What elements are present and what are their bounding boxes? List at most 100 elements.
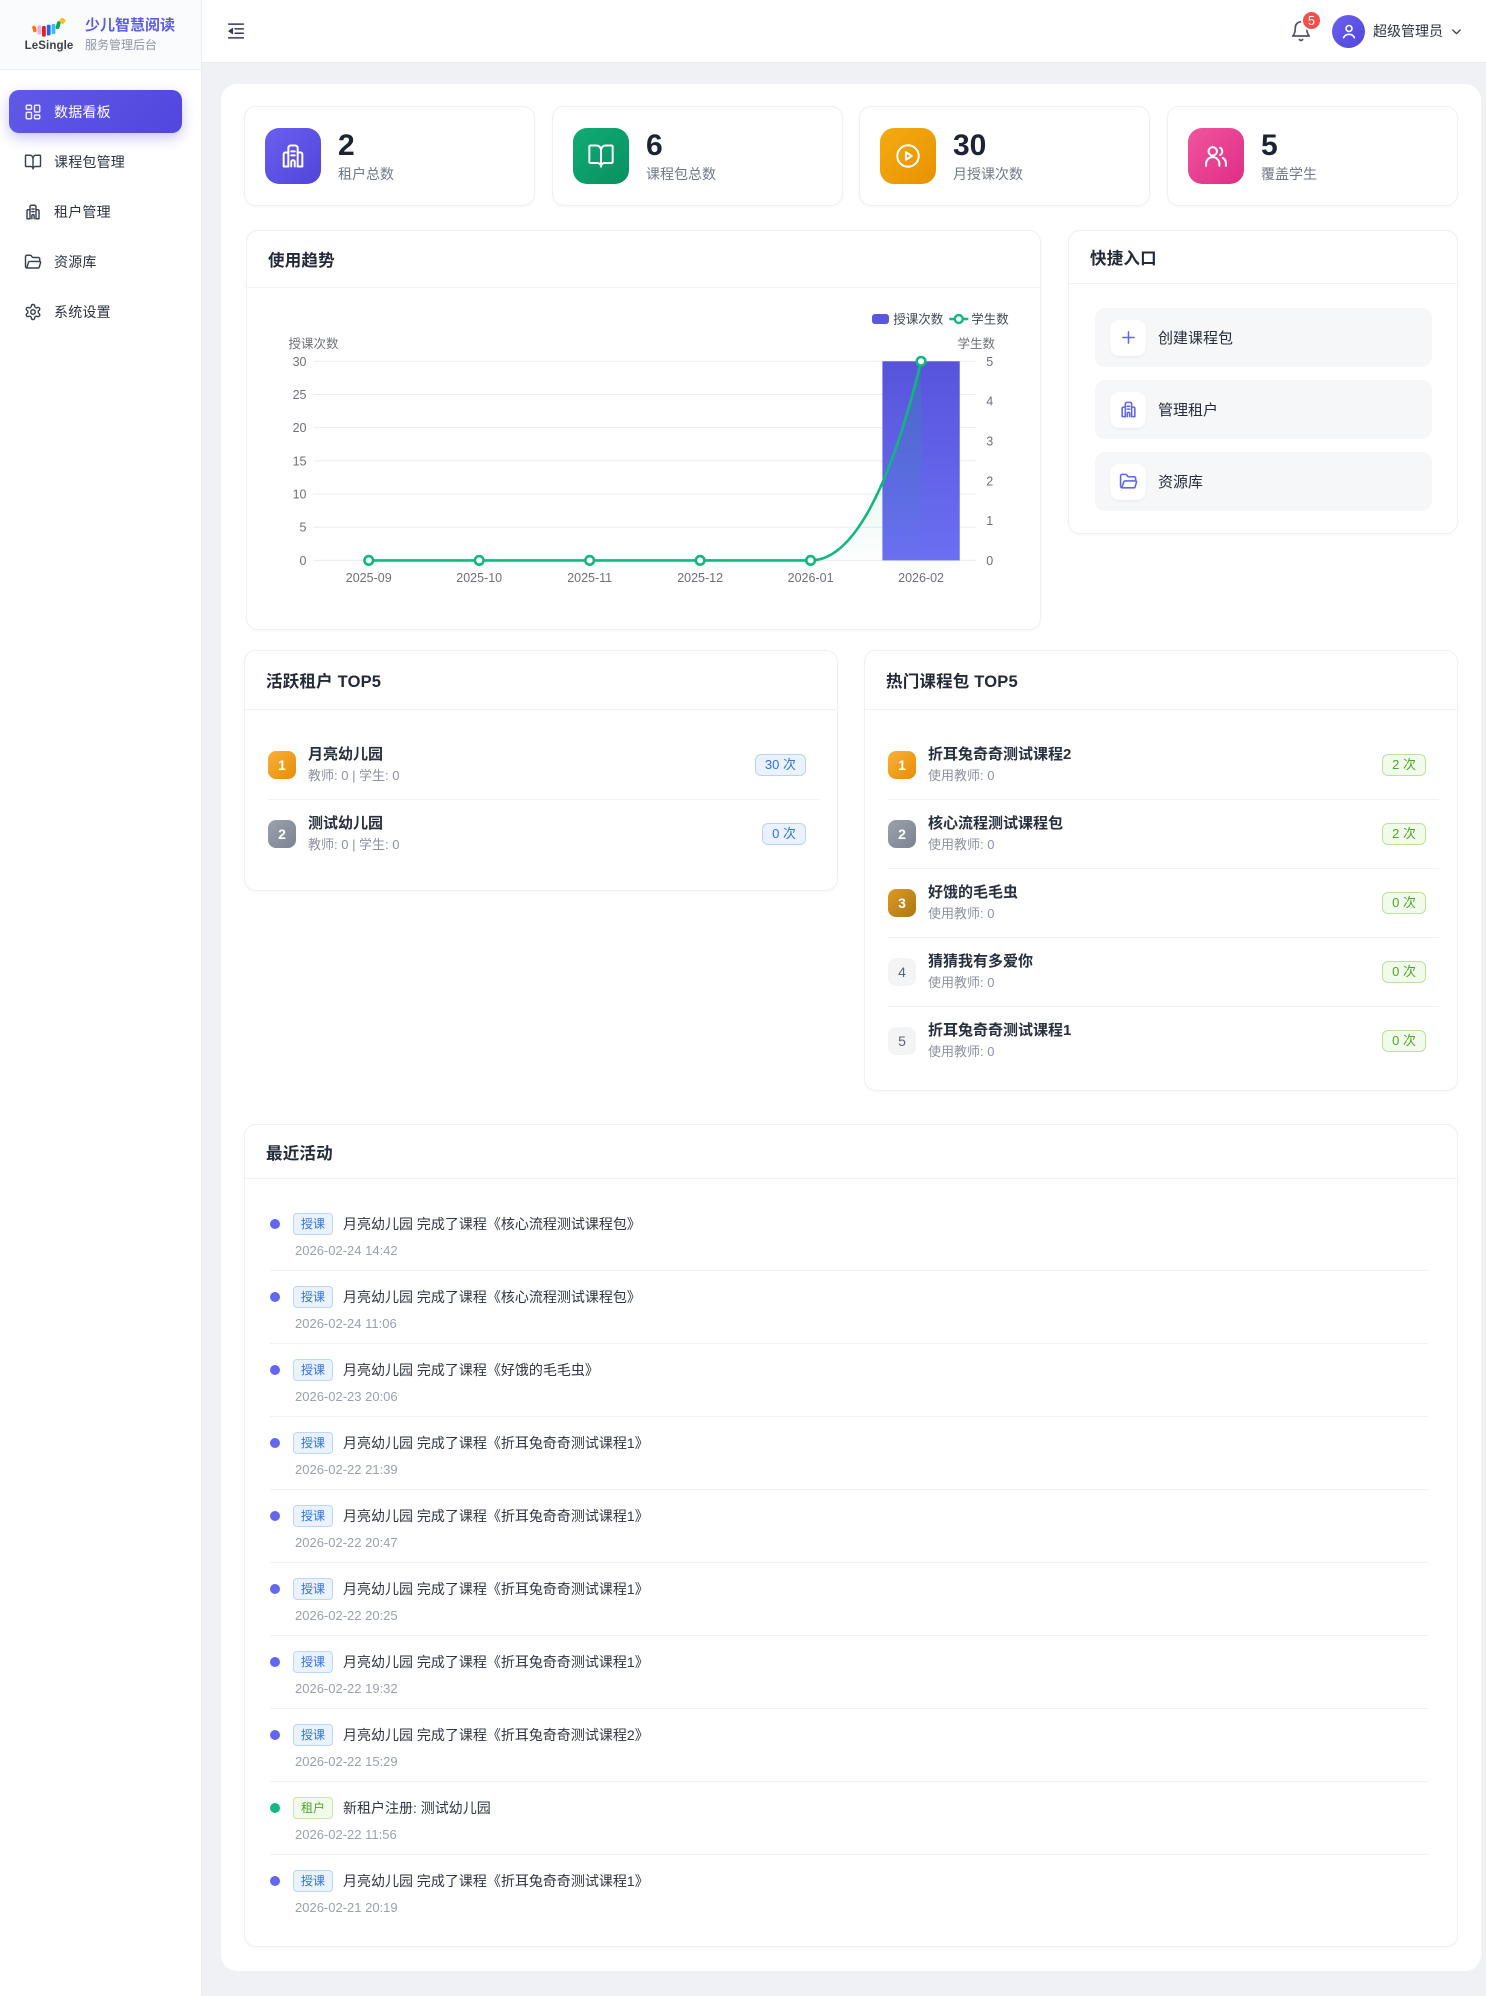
logo-wordmark: LeSingle — [24, 39, 74, 52]
play-icon — [896, 144, 920, 168]
top-list-item[interactable]: 4 猜猜我有多爱你 使用教师: 0 0 次 — [888, 938, 1439, 1007]
activity-time: 2026-02-24 14:42 — [295, 1243, 398, 1258]
activity-time: 2026-02-22 15:29 — [295, 1754, 398, 1769]
stat-label: 覆盖学生 — [1261, 165, 1317, 182]
quick-action-label: 管理租户 — [1158, 402, 1219, 419]
top-packages-title: 热门课程包 TOP5 — [886, 673, 1018, 691]
sidebar-item-label: 数据看板 — [54, 103, 111, 120]
activity-text: 月亮幼儿园 完成了课程《折耳兔奇奇测试课程1》 — [343, 1653, 649, 1670]
activity-item: 授课 月亮幼儿园 完成了课程《折耳兔奇奇测试课程1》 2026-02-22 19:… — [270, 1636, 1428, 1709]
quick-action-building[interactable]: 管理租户 — [1095, 380, 1432, 439]
svg-text:授课次数: 授课次数 — [893, 312, 944, 327]
item-name: 猜猜我有多爱你 — [928, 953, 1034, 970]
rank-badge: 4 — [888, 958, 916, 986]
top-list-item[interactable]: 5 折耳兔奇奇测试课程1 使用教师: 0 0 次 — [888, 1007, 1439, 1075]
plus-icon — [1121, 331, 1135, 344]
top-tenants-title: 活跃租户 TOP5 — [266, 673, 382, 691]
count-badge: 30 次 — [754, 754, 806, 776]
stat-icon-box — [880, 128, 936, 184]
svg-text:20: 20 — [293, 421, 307, 435]
count-badge: 0 次 — [1382, 961, 1426, 983]
chevron-down-icon[interactable] — [1449, 24, 1464, 39]
recent-activity-card: 最近活动 授课 月亮幼儿园 完成了课程《核心流程测试课程包》 2026-02-24… — [244, 1124, 1458, 1947]
svg-text:2025-10: 2025-10 — [456, 571, 502, 585]
svg-text:学生数: 学生数 — [971, 312, 1009, 327]
rank-badge: 5 — [888, 1027, 916, 1055]
activity-text: 月亮幼儿园 完成了课程《折耳兔奇奇测试课程1》 — [343, 1507, 649, 1524]
sidebar-collapse-button[interactable] — [225, 20, 247, 42]
avatar[interactable] — [1332, 14, 1365, 48]
activity-time: 2026-02-24 11:06 — [295, 1316, 397, 1331]
item-name: 核心流程测试课程包 — [928, 815, 1064, 832]
sidebar-item-book[interactable]: 课程包管理 — [9, 140, 182, 183]
building-icon — [282, 144, 304, 168]
activity-tag: 租户 — [293, 1796, 334, 1819]
activity-text: 新租户注册: 测试幼儿园 — [343, 1799, 491, 1816]
top-list-item[interactable]: 3 好饿的毛毛虫 使用教师: 0 0 次 — [888, 869, 1439, 938]
collapse-icon — [227, 23, 245, 39]
sidebar-item-dashboard[interactable]: 数据看板 — [9, 90, 182, 133]
quick-action-plus[interactable]: 创建课程包 — [1095, 308, 1432, 367]
activity-text: 月亮幼儿园 完成了课程《核心流程测试课程包》 — [343, 1215, 641, 1232]
activity-time: 2026-02-22 20:47 — [295, 1535, 398, 1550]
card-header: 使用趋势 — [247, 231, 1040, 288]
quick-icon-box — [1110, 463, 1146, 500]
svg-text:30: 30 — [293, 355, 307, 369]
card-header: 最近活动 — [245, 1125, 1457, 1179]
activity-item: 租户 新租户注册: 测试幼儿园 2026-02-22 11:56 — [270, 1782, 1428, 1855]
notification-bell-button[interactable]: 5 — [1289, 10, 1322, 43]
count-badge: 0 次 — [1382, 892, 1426, 914]
sidebar-item-label: 租户管理 — [54, 203, 111, 220]
activity-item: 授课 月亮幼儿园 完成了课程《折耳兔奇奇测试课程1》 2026-02-22 20:… — [270, 1563, 1428, 1636]
svg-text:15: 15 — [293, 454, 307, 468]
sidebar-item-gear[interactable]: 系统设置 — [9, 290, 182, 333]
activity-time: 2026-02-21 20:19 — [295, 1900, 398, 1915]
activity-dot — [270, 1218, 280, 1229]
activity-item: 授课 月亮幼儿园 完成了课程《折耳兔奇奇测试课程1》 2026-02-22 20:… — [270, 1490, 1428, 1563]
activity-item: 授课 月亮幼儿园 完成了课程《折耳兔奇奇测试课程1》 2026-02-21 20:… — [270, 1855, 1428, 1927]
activity-time: 2026-02-23 20:06 — [295, 1389, 398, 1404]
activity-dot — [270, 1729, 280, 1740]
top-tenants-card: 活跃租户 TOP5 1 月亮幼儿园 教师: 0 | 学生: 0 30 次 2 测… — [244, 650, 838, 891]
activity-item: 授课 月亮幼儿园 完成了课程《核心流程测试课程包》 2026-02-24 14:4… — [270, 1198, 1428, 1271]
book-icon — [24, 154, 42, 169]
stat-value: 2 — [338, 128, 355, 162]
trend-card-title: 使用趋势 — [268, 252, 335, 270]
activity-dot — [270, 1510, 280, 1521]
activity-dot — [270, 1802, 280, 1813]
activity-time: 2026-02-22 11:56 — [295, 1827, 397, 1842]
activity-tag: 授课 — [293, 1285, 334, 1308]
activity-tag: 授课 — [293, 1869, 334, 1892]
top-list-item[interactable]: 1 折耳兔奇奇测试课程2 使用教师: 0 2 次 — [888, 731, 1439, 800]
dashboard-icon — [25, 104, 41, 119]
quick-action-folder[interactable]: 资源库 — [1095, 452, 1432, 511]
quick-icon-box — [1110, 319, 1146, 356]
sidebar: LeSingle 少儿智慧阅读 服务管理后台 数据看板 课程包管理 租户管理 资… — [0, 0, 202, 1996]
svg-text:10: 10 — [293, 488, 307, 502]
sidebar-item-folder[interactable]: 资源库 — [9, 240, 182, 283]
stat-icon-box — [573, 128, 629, 184]
svg-text:2026-02: 2026-02 — [898, 571, 944, 585]
top-header: 5 超级管理员 — [202, 0, 1486, 63]
svg-text:5: 5 — [986, 355, 993, 369]
stat-value: 30 — [953, 128, 987, 162]
count-badge: 2 次 — [1382, 754, 1426, 776]
sidebar-item-building[interactable]: 租户管理 — [9, 190, 182, 233]
book-icon — [588, 144, 614, 168]
top-list-item[interactable]: 2 核心流程测试课程包 使用教师: 0 2 次 — [888, 800, 1439, 869]
stat-icon-box — [1188, 128, 1244, 184]
quick-action-list: 创建课程包 管理租户 资源库 — [1069, 284, 1457, 511]
svg-text:2025-12: 2025-12 — [677, 571, 723, 585]
lesingle-logo: LeSingle — [24, 17, 74, 52]
top-list-item[interactable]: 1 月亮幼儿园 教师: 0 | 学生: 0 30 次 — [268, 731, 819, 800]
item-meta: 使用教师: 0 — [928, 768, 995, 783]
activity-item: 授课 月亮幼儿园 完成了课程《折耳兔奇奇测试课程1》 2026-02-22 21:… — [270, 1417, 1428, 1490]
activity-item: 授课 月亮幼儿园 完成了课程《好饿的毛毛虫》 2026-02-23 20:06 — [270, 1344, 1428, 1417]
svg-text:1: 1 — [986, 514, 993, 528]
svg-text:4: 4 — [986, 395, 993, 409]
top-list-item[interactable]: 2 测试幼儿园 教师: 0 | 学生: 0 0 次 — [268, 800, 819, 868]
count-badge: 0 次 — [762, 823, 806, 845]
chevron-down-icon — [1452, 28, 1461, 34]
bell-icon — [1291, 20, 1311, 42]
